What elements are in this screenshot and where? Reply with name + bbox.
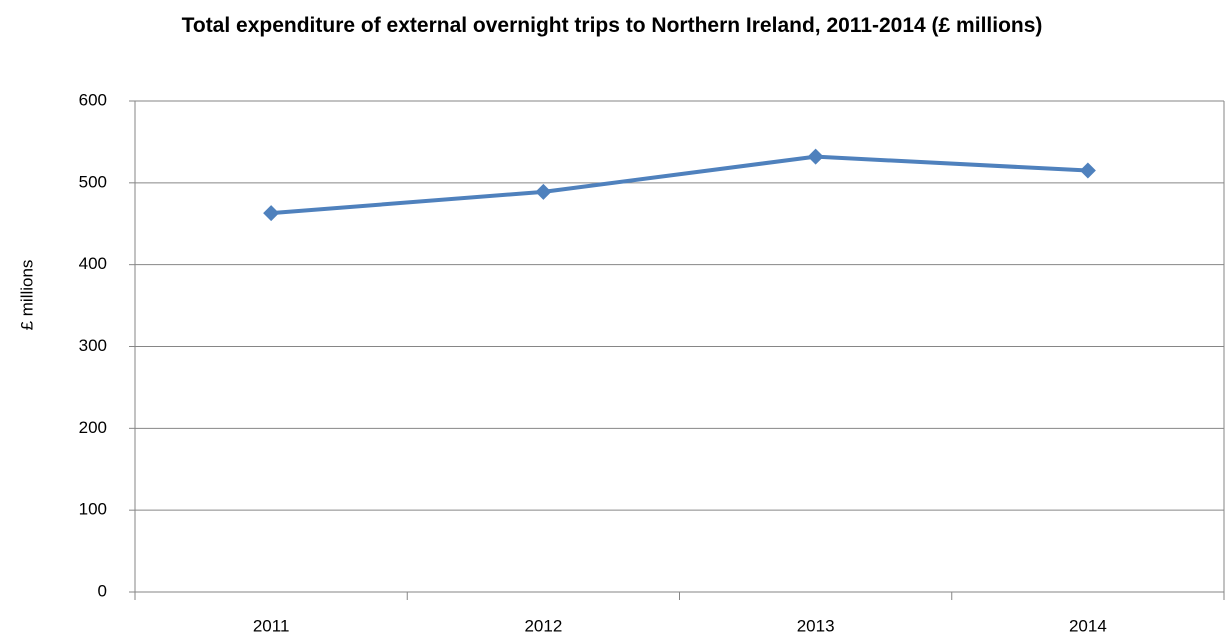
series-line (270, 154, 1088, 216)
y-axis-label: £ millions (17, 260, 36, 331)
data-point (535, 183, 552, 200)
chart-title: Total expenditure of external overnight … (181, 14, 1043, 37)
x-tick-label: 2012 (524, 616, 562, 635)
y-tick-label: 200 (79, 418, 107, 437)
y-tick-label: 0 (98, 581, 107, 600)
y-tick-label: 100 (79, 500, 107, 519)
data-point (807, 148, 824, 165)
x-tick-label: 2011 (253, 616, 290, 635)
data-point (263, 205, 280, 222)
x-tick-label: 2014 (1069, 616, 1107, 635)
data-point (1079, 162, 1096, 179)
y-tick-label: 600 (79, 90, 107, 109)
y-tick-label: 300 (79, 336, 107, 355)
y-tick-label: 500 (79, 172, 107, 191)
y-tick-label: 400 (79, 254, 107, 273)
x-tick-label: 2013 (797, 616, 835, 635)
